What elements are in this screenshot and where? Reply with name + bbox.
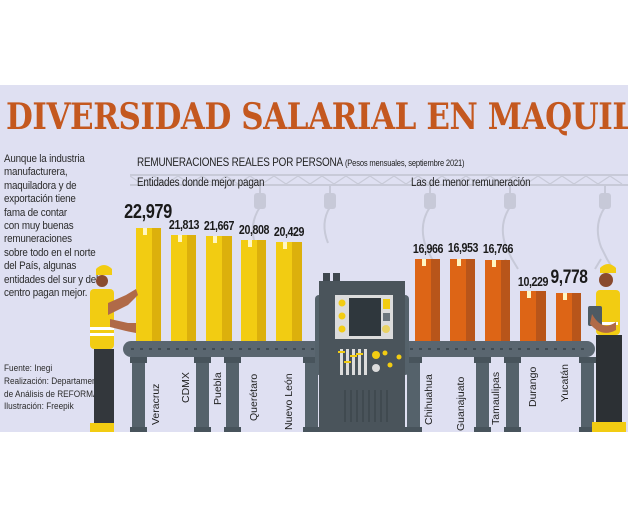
factory-machine-icon — [315, 273, 409, 432]
production-credit: Realización: Departamento — [4, 375, 104, 387]
state-label: Puebla — [212, 372, 224, 405]
illustration-credit: Ilustración: Freepik — [4, 401, 74, 413]
bar-durango — [520, 291, 546, 341]
bar-yucatan — [556, 293, 581, 341]
source-credit: Fuente: Inegi — [4, 363, 53, 374]
bar-tamaulipas — [485, 260, 510, 341]
state-label: Guanajuato — [455, 376, 467, 431]
worker-right-icon — [588, 264, 626, 432]
conveyor-leg — [474, 357, 491, 432]
worker-left-icon — [90, 265, 138, 432]
bar-guanajuato — [450, 259, 475, 341]
bar-chihuahua — [415, 259, 440, 341]
bar-value: 16,766 — [482, 241, 514, 256]
chart-title-text: REMUNERACIONES REALES POR PERSONA — [137, 157, 343, 169]
robotic-arms-icon — [251, 185, 614, 270]
conveyor-leg — [224, 357, 241, 432]
bar-value: 20,808 — [238, 222, 270, 237]
intro-line: con muy buenas — [4, 220, 74, 233]
bar-veracruz — [136, 228, 161, 341]
production-credit: de Análisis de REFORMA — [4, 388, 99, 400]
conveyor-leg — [130, 357, 147, 432]
intro-line: Aunque la industria — [4, 153, 85, 165]
state-label: Veracruz — [150, 383, 162, 425]
intro-line: manufacturera, — [4, 166, 68, 179]
conveyor-leg — [194, 357, 211, 432]
bar-value: 16,966 — [412, 241, 444, 256]
intro-line: del País, algunas — [4, 260, 77, 273]
bar-value: 21,813 — [168, 217, 200, 232]
bar-value: 21,667 — [203, 218, 235, 233]
bar-value: 22,979 — [124, 201, 172, 223]
bar-value: 10,229 — [517, 274, 549, 289]
bar-value: 16,953 — [447, 240, 479, 255]
state-label: Nuevo León — [283, 373, 295, 430]
state-label: Durango — [527, 366, 539, 407]
bar-cdmx — [171, 235, 196, 341]
conveyor-leg — [303, 357, 320, 432]
bar-nuevo-leon — [276, 242, 302, 341]
credits: Fuente: Inegi Realización: Departamento … — [4, 363, 142, 414]
intro-line: sobre todo en el norte — [4, 246, 96, 259]
bar-queretaro — [241, 240, 266, 341]
group-label-low: Las de menor remuneración — [411, 177, 531, 189]
infographic-panel: DIVERSIDAD SALARIAL EN MAQUILA Aunque la… — [0, 85, 628, 432]
intro-line: centro pagan mejor. — [4, 287, 88, 300]
group-label-high: Entidades donde mejor pagan — [137, 177, 265, 189]
bar-puebla — [206, 236, 232, 341]
page-title: DIVERSIDAD SALARIAL EN MAQUILA — [6, 96, 628, 138]
bar-value: 9,778 — [550, 267, 588, 288]
chart-subtitle: (Pesos mensuales, septiembre 2021) — [344, 158, 465, 168]
state-label: Chihuahua — [423, 374, 435, 425]
conveyor-leg — [504, 357, 521, 432]
intro-line: entidades del sur y del — [4, 273, 99, 286]
intro-line: maquiladora y de — [4, 179, 77, 192]
state-label: Querétaro — [248, 373, 260, 421]
bar-value: 20,429 — [273, 224, 305, 239]
state-label: CDMX — [180, 372, 192, 403]
state-label: Tamaulipas — [490, 371, 502, 425]
conveyor-leg — [579, 357, 596, 432]
intro-line: fama de contar — [4, 206, 67, 219]
conveyor-leg — [405, 357, 422, 432]
overhead-truss-icon — [130, 174, 628, 186]
state-label: Yucatán — [559, 364, 571, 402]
chart-title: REMUNERACIONES REALES POR PERSONA (Pesos… — [137, 157, 465, 169]
intro-text: Aunque la industria manufacturera, maqui… — [4, 153, 124, 300]
intro-line: remuneraciones — [4, 233, 72, 246]
intro-line: exportación tiene — [4, 193, 76, 206]
